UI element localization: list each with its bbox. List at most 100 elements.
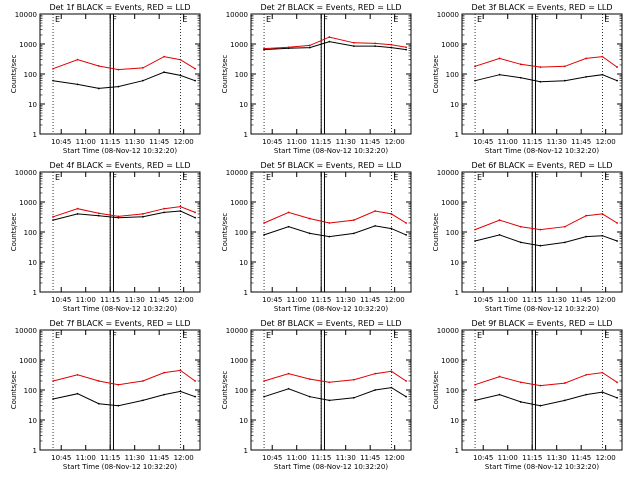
marker-label: E xyxy=(266,173,271,182)
plot-frame xyxy=(250,13,412,135)
panel-title: Det 9f BLACK = Events, RED = LLD xyxy=(471,319,612,328)
y-axis-label: Counts/sec xyxy=(432,371,440,410)
x-tick-label: 11:45 xyxy=(149,454,169,462)
x-tick-label: 11:30 xyxy=(125,296,145,304)
lld-point xyxy=(163,371,165,374)
lld-point xyxy=(616,222,619,224)
panel-title: Det 1f BLACK = Events, RED = LLD xyxy=(49,3,190,12)
y-tick-label: 100 xyxy=(24,387,37,395)
lld-series-line xyxy=(263,370,407,383)
detector-panel: Det 6f BLACK = Events, RED = LLD E F E 1 10 10… xyxy=(432,161,623,313)
x-tick-label: 11:45 xyxy=(360,138,380,146)
events-series-line xyxy=(263,387,407,401)
events-point xyxy=(601,391,604,394)
lld-point xyxy=(539,228,542,231)
lld-point xyxy=(179,369,182,372)
marker-label: F xyxy=(323,173,328,182)
events-point xyxy=(563,79,566,82)
lld-point xyxy=(52,67,54,70)
x-axis-label: Start Time (08-Nov-12 10:32:20) xyxy=(274,463,388,471)
y-tick-label: 10 xyxy=(28,259,37,267)
y-tick-label: 10000 xyxy=(437,11,459,19)
x-tick-label: 11:15 xyxy=(311,138,331,146)
events-point xyxy=(601,73,604,76)
x-tick-label: 11:00 xyxy=(287,454,307,462)
lld-point xyxy=(474,228,476,231)
x-tick-label: 11:15 xyxy=(100,138,120,146)
lld-point xyxy=(97,65,100,67)
marker-label: E xyxy=(55,173,60,182)
events-point xyxy=(405,395,408,398)
events-point xyxy=(52,79,54,82)
lld-point xyxy=(352,378,355,381)
detector-panel: Det 3f BLACK = Events, RED = LLD E F E 1 10 10… xyxy=(432,3,623,155)
marker-label: E xyxy=(477,331,482,340)
y-tick-label: 1 xyxy=(33,447,37,455)
x-tick-label: 11:45 xyxy=(571,138,591,146)
events-point xyxy=(352,232,355,235)
lld-point xyxy=(539,384,542,387)
lld-point xyxy=(287,46,290,49)
lld-point xyxy=(308,217,311,220)
y-tick-label: 1000 xyxy=(19,357,37,365)
marker-label: E xyxy=(393,331,398,340)
marker-label: F xyxy=(534,15,539,24)
x-tick-label: 11:30 xyxy=(336,138,356,146)
events-point xyxy=(308,46,311,49)
lld-point xyxy=(263,222,265,224)
lld-point xyxy=(474,65,476,68)
lld-point xyxy=(374,372,376,375)
events-point xyxy=(117,216,120,219)
x-tick-label: 11:45 xyxy=(571,296,591,304)
lld-point xyxy=(405,222,408,224)
events-point xyxy=(141,399,144,402)
lld-point xyxy=(405,46,408,49)
detector-panel: Det 1f BLACK = Events, RED = LLD E F E 1 10 10… xyxy=(10,3,201,155)
y-tick-label: 1 xyxy=(33,289,37,297)
marker-label: E xyxy=(604,173,609,182)
x-tick-label: 11:15 xyxy=(522,454,542,462)
events-point xyxy=(519,76,522,79)
events-point xyxy=(97,214,100,217)
x-tick-label: 10:45 xyxy=(262,296,282,304)
events-point xyxy=(585,235,587,238)
x-tick-label: 11:00 xyxy=(498,296,518,304)
events-series-line xyxy=(53,71,196,89)
x-tick-label: 12:00 xyxy=(596,138,616,146)
lld-point xyxy=(601,213,604,215)
y-tick-label: 1 xyxy=(244,131,248,139)
x-tick-label: 12:00 xyxy=(174,138,194,146)
lld-point xyxy=(287,372,290,375)
events-point xyxy=(498,234,501,236)
y-tick-label: 1000 xyxy=(230,357,248,365)
marker-label: E xyxy=(266,331,271,340)
x-tick-label: 12:00 xyxy=(596,454,616,462)
x-tick-label: 12:00 xyxy=(174,296,194,304)
events-point xyxy=(308,395,311,398)
y-tick-label: 100 xyxy=(446,387,459,395)
events-point xyxy=(163,71,165,74)
lld-point xyxy=(474,383,476,386)
y-tick-label: 1000 xyxy=(441,41,459,49)
events-series-line xyxy=(474,74,618,83)
x-tick-label: 10:45 xyxy=(51,138,71,146)
lld-point xyxy=(117,383,120,386)
events-point xyxy=(601,234,604,237)
marker-label: E xyxy=(182,173,187,182)
events-point xyxy=(352,396,355,399)
x-tick-label: 11:00 xyxy=(498,454,518,462)
y-tick-label: 1000 xyxy=(230,41,248,49)
lld-point xyxy=(97,212,100,215)
events-point xyxy=(374,389,376,391)
x-tick-label: 11:00 xyxy=(76,454,96,462)
panel-title: Det 7f BLACK = Events, RED = LLD xyxy=(49,319,190,328)
events-point xyxy=(616,79,619,82)
y-axis-label: Counts/sec xyxy=(10,213,18,252)
events-point xyxy=(141,79,144,82)
y-tick-label: 1 xyxy=(244,447,248,455)
marker-label: E xyxy=(393,173,398,182)
lld-series-line xyxy=(474,372,618,387)
x-tick-label: 11:15 xyxy=(522,296,542,304)
detector-panel: Det 9f BLACK = Events, RED = LLD E F E 1 10 10… xyxy=(432,319,623,471)
events-series-line xyxy=(52,390,196,407)
